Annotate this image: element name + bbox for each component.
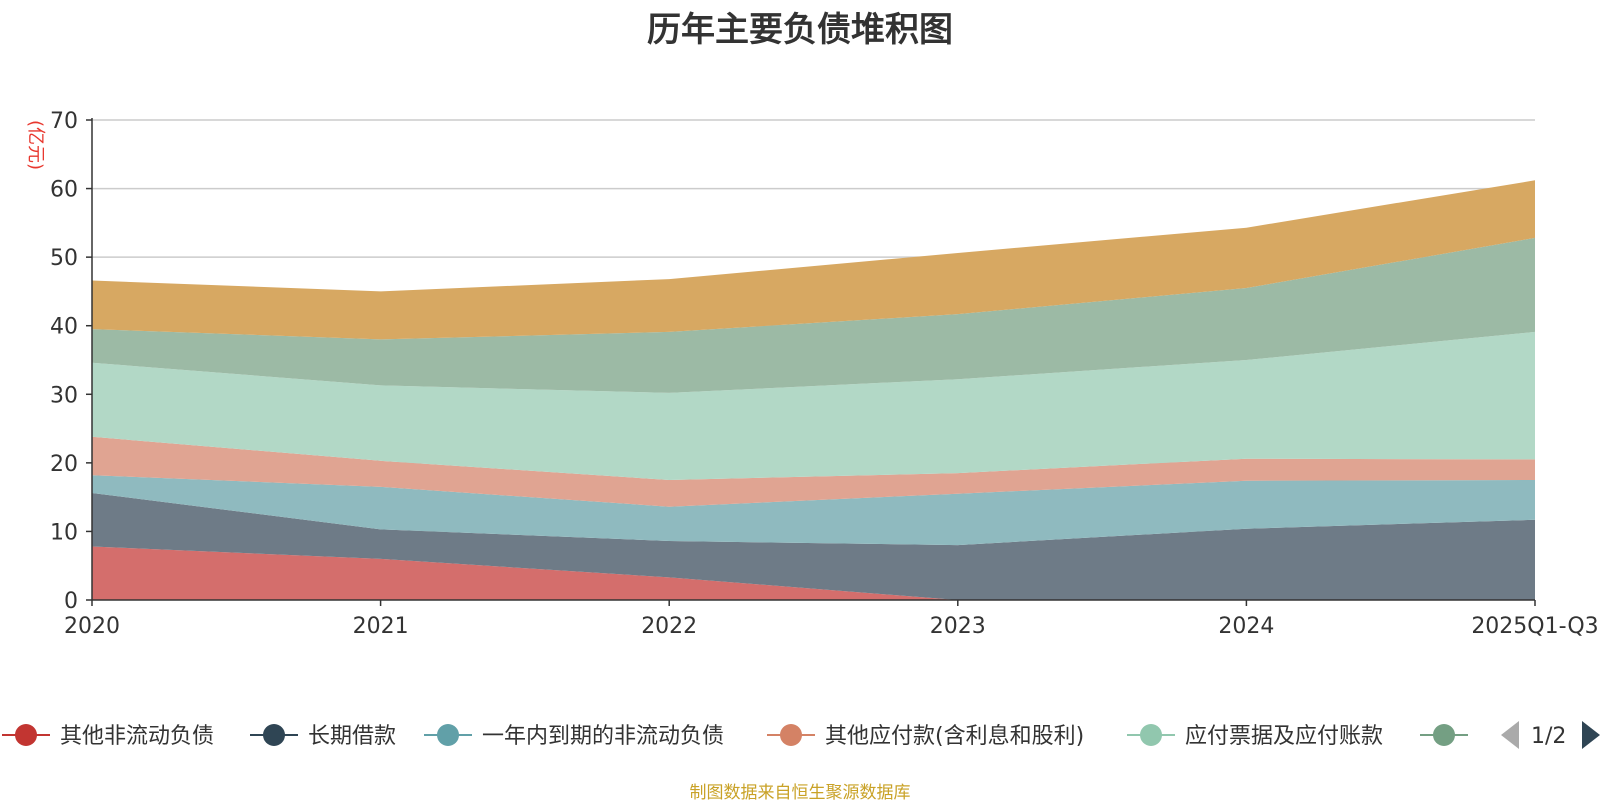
area-series-5 [92,237,1535,393]
x-tick-label: 2024 [1218,614,1274,639]
legend-label: 一年内到期的非流动负债 [482,724,724,749]
legend-marker [437,724,459,746]
legend: 其他非流动负债 长期借款 一年内到期的非流动负债 其他应付款(含利息和股利) 应付票据及… [2,721,1600,749]
legend-marker [15,724,37,746]
legend-label: 长期借款 [308,724,396,749]
y-axis-unit-label: (亿元) [25,120,46,170]
y-tick-label: 0 [64,589,78,614]
legend-pagination: 1/2 [1501,721,1600,749]
axes: 0 10 20 30 40 50 60 70 2020 2021 2022 2023 2024 2025Q… [25,109,1599,639]
x-tick-label: 2023 [930,614,986,639]
legend-marker [1140,724,1162,746]
area-series [92,180,1535,600]
legend-item-0[interactable]: 其他非流动负债 [2,724,214,749]
area-series-3 [92,436,1535,507]
source-note: 制图数据来自恒生聚源数据库 [689,783,911,803]
x-tick-label: 2022 [641,614,697,639]
x-tick-label: 2025Q1-Q3 [1471,614,1598,639]
legend-item-1[interactable]: 长期借款 [250,724,396,749]
legend-label: 其他非流动负债 [60,724,214,749]
y-tick-label: 10 [50,520,78,545]
y-tick-label: 20 [50,452,78,477]
legend-marker [1433,724,1455,746]
y-tick-label: 70 [50,109,78,134]
legend-item-5[interactable] [1420,724,1468,746]
legend-item-2[interactable]: 一年内到期的非流动负债 [424,724,724,749]
legend-label: 应付票据及应付账款 [1185,724,1383,749]
legend-item-4[interactable]: 应付票据及应付账款 [1127,724,1383,749]
chart-title: 历年主要负债堆积图 [647,10,953,50]
x-tick-label: 2020 [64,614,120,639]
legend-marker [263,724,285,746]
y-tick-label: 50 [50,246,78,271]
legend-page-indicator: 1/2 [1531,724,1566,749]
legend-item-3[interactable]: 其他应付款(含利息和股利) [767,724,1084,749]
area-series-6 [92,180,1535,340]
legend-prev-page-icon[interactable] [1501,721,1519,749]
area-series-0 [92,546,1535,600]
y-tick-label: 40 [50,315,78,340]
legend-next-page-icon[interactable] [1582,721,1600,749]
area-series-1 [92,493,1535,600]
legend-marker [780,724,802,746]
y-tick-label: 30 [50,383,78,408]
legend-label: 其他应付款(含利息和股利) [825,724,1084,749]
area-series-2 [92,475,1535,546]
area-series-4 [92,331,1535,480]
y-tick-label: 60 [50,178,78,203]
x-tick-label: 2021 [353,614,409,639]
